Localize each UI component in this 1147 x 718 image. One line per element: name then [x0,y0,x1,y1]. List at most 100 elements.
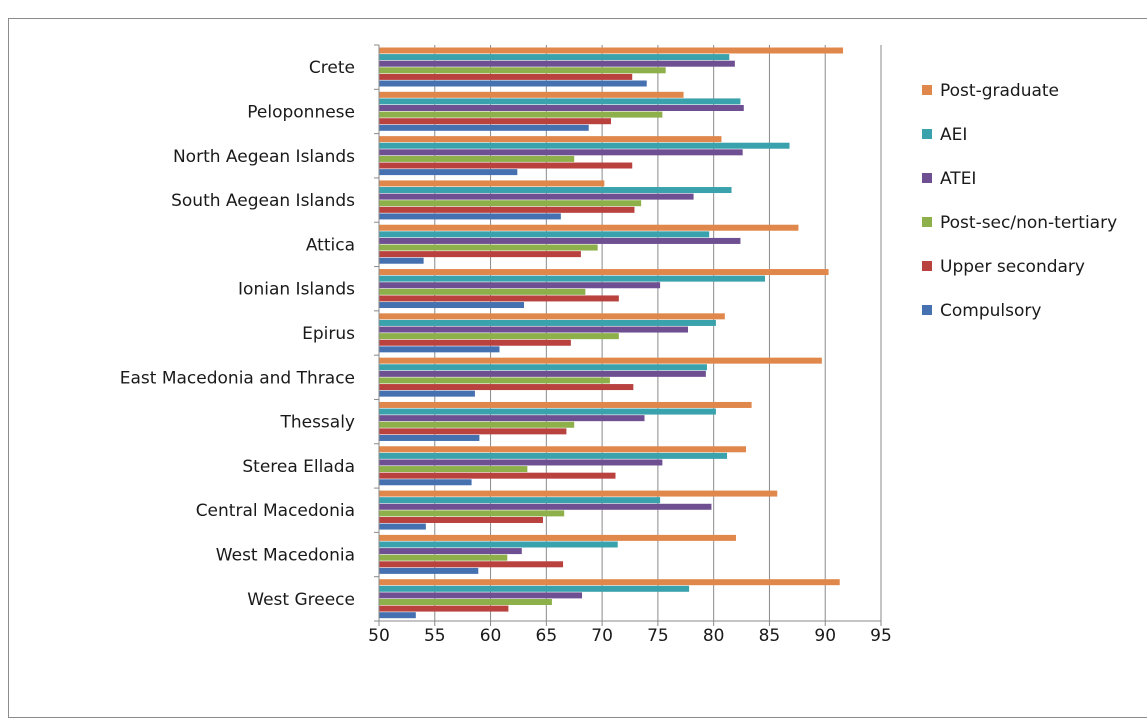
bar-crete-compulsory [379,80,647,87]
bar-epirus-post-sec-non-tertiary [379,333,619,340]
x-tick-label-75: 75 [647,626,669,646]
x-tick-label-70: 70 [591,626,613,646]
bar-south-aegean-islands-post-graduate [379,180,605,187]
bar-peloponnese-upper-secondary [379,118,612,125]
bar-west-macedonia-post-sec-non-tertiary [379,554,508,561]
bar-thessaly-upper-secondary [379,428,567,435]
bar-north-aegean-islands-aei [379,142,790,149]
bar-west-macedonia-upper-secondary [379,561,564,568]
bar-epirus-post-graduate [379,313,725,320]
bar-crete-aei [379,54,730,61]
x-tick-label-55: 55 [424,626,446,646]
legend-swatch-compulsory [922,305,932,315]
bar-north-aegean-islands-compulsory [379,169,518,176]
bar-west-greece-upper-secondary [379,605,509,612]
x-tick-label-85: 85 [759,626,781,646]
legend-label-compulsory: Compulsory [940,301,1041,321]
bar-peloponnese-compulsory [379,124,589,131]
bar-central-macedonia-post-graduate [379,490,778,497]
legend-swatch-aei [922,129,932,139]
category-label-crete: Crete [309,58,355,78]
bar-west-macedonia-aei [379,541,618,548]
bar-east-macedonia-and-thrace-upper-secondary [379,384,634,391]
bar-attica-post-graduate [379,224,799,231]
bar-peloponnese-post-graduate [379,91,684,98]
bar-west-greece-post-sec-non-tertiary [379,598,552,605]
bar-attica-atei [379,237,741,244]
bar-chart: Crete Peloponnese North Aegean Islands Sout… [120,44,1117,646]
legend-swatch-upper-secondary [922,261,932,271]
bar-epirus-aei [379,319,716,326]
bar-central-macedonia-compulsory [379,523,426,530]
legend: Post-graduate AEI ATEI Post-sec/non-tertiar… [922,81,1117,321]
category-label-ionian-islands: Ionian Islands [238,280,355,300]
bar-sterea-ellada-aei [379,452,728,459]
bar-west-greece-atei [379,592,583,599]
category-label-peloponnese: Peloponnese [247,102,355,122]
bar-south-aegean-islands-aei [379,187,732,194]
bar-epirus-upper-secondary [379,339,571,346]
category-label-south-aegean-islands: South Aegean Islands [171,191,355,211]
bar-sterea-ellada-post-graduate [379,446,747,453]
x-tick-labels: 50 55 60 65 70 75 80 85 90 95 [368,626,892,646]
bar-crete-upper-secondary [379,73,633,80]
legend-swatch-post-sec-non-tertiary [922,217,932,227]
legend-label-upper-secondary: Upper secondary [940,257,1085,277]
category-label-west-macedonia: West Macedonia [216,546,355,566]
bar-east-macedonia-and-thrace-post-graduate [379,357,822,364]
bar-west-greece-aei [379,585,690,592]
bar-epirus-atei [379,326,689,333]
bar-attica-upper-secondary [379,251,581,258]
bar-west-greece-post-graduate [379,579,840,586]
legend-swatch-post-graduate [922,85,932,95]
bar-peloponnese-post-sec-non-tertiary [379,111,663,118]
bar-crete-post-graduate [379,47,844,54]
bar-epirus-compulsory [379,346,500,353]
bar-central-macedonia-upper-secondary [379,516,543,523]
x-tick-label-60: 60 [480,626,502,646]
category-label-east-macedonia-and-thrace: East Macedonia and Thrace [120,368,355,388]
legend-label-post-sec-non-tertiary: Post-sec/non-tertiary [940,213,1117,233]
bar-sterea-ellada-atei [379,459,663,466]
x-tick-label-65: 65 [536,626,558,646]
axes [374,44,882,626]
bar-thessaly-compulsory [379,434,480,441]
bar-west-greece-compulsory [379,612,416,619]
gridlines [434,45,882,621]
bar-east-macedonia-and-thrace-post-sec-non-tertiary [379,377,610,384]
bar-peloponnese-atei [379,105,744,112]
legend-label-post-graduate: Post-graduate [940,81,1059,101]
category-label-thessaly: Thessaly [279,413,355,433]
category-label-west-greece: West Greece [247,590,355,610]
bar-west-macedonia-post-graduate [379,534,736,541]
x-tick-label-50: 50 [368,626,390,646]
bar-thessaly-post-sec-non-tertiary [379,421,575,428]
bar-sterea-ellada-compulsory [379,479,472,486]
bar-crete-atei [379,60,735,67]
legend-label-aei: AEI [940,125,967,145]
bar-thessaly-aei [379,408,716,415]
bar-south-aegean-islands-upper-secondary [379,206,635,213]
bar-attica-aei [379,231,710,238]
bar-ionian-islands-post-sec-non-tertiary [379,288,586,295]
bar-south-aegean-islands-atei [379,193,694,200]
legend-swatch-atei [922,173,932,183]
bar-east-macedonia-and-thrace-atei [379,370,706,377]
bar-sterea-ellada-post-sec-non-tertiary [379,466,528,473]
x-tick-label-90: 90 [814,626,836,646]
bar-attica-post-sec-non-tertiary [379,244,598,251]
category-labels: Crete Peloponnese North Aegean Islands Sout… [120,58,355,610]
x-tick-label-80: 80 [703,626,725,646]
bar-west-macedonia-atei [379,548,522,555]
bar-sterea-ellada-upper-secondary [379,472,616,479]
bar-central-macedonia-post-sec-non-tertiary [379,510,565,517]
bar-ionian-islands-compulsory [379,302,525,309]
bar-ionian-islands-post-graduate [379,269,829,276]
bar-thessaly-post-graduate [379,401,752,408]
bar-north-aegean-islands-atei [379,149,743,156]
bar-ionian-islands-aei [379,275,765,282]
x-tick-label-95: 95 [870,626,892,646]
legend-label-atei: ATEI [940,169,976,189]
category-label-sterea-ellada: Sterea Ellada [242,457,355,477]
bar-north-aegean-islands-post-sec-non-tertiary [379,155,575,162]
